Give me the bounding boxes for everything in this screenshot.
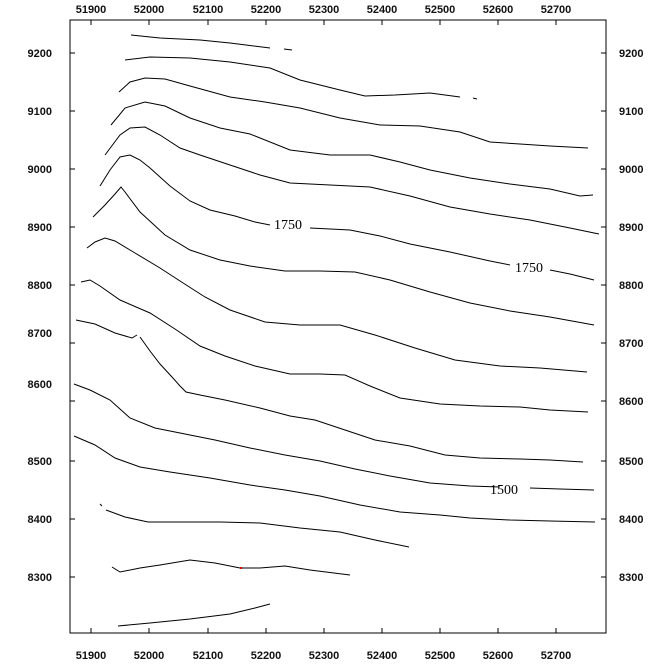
contour-line bbox=[75, 319, 138, 339]
x-tick-label-bottom: 52100 bbox=[193, 650, 224, 662]
y-tick-label-left: 8300 bbox=[28, 572, 52, 584]
contour-line bbox=[110, 101, 594, 197]
x-tick-label-bottom: 52400 bbox=[367, 650, 398, 662]
x-tick-label-top: 52100 bbox=[193, 4, 224, 16]
y-tick-label-left: 8800 bbox=[28, 280, 52, 292]
y-tick-label-left: 9100 bbox=[28, 106, 52, 118]
x-tick-label-bottom: 52600 bbox=[483, 650, 514, 662]
contour-line bbox=[118, 77, 589, 149]
contour-line bbox=[549, 269, 595, 281]
contour-line bbox=[73, 383, 501, 488]
y-tick-label-right: 8900 bbox=[619, 222, 643, 234]
x-tick-label-top: 52700 bbox=[541, 4, 572, 16]
x-tick-label-top: 52200 bbox=[251, 4, 282, 16]
contour-line bbox=[99, 154, 271, 226]
y-tick-label-right: 8700 bbox=[619, 338, 643, 350]
x-tick-label-top: 52400 bbox=[367, 4, 398, 16]
contour-line bbox=[111, 559, 351, 576]
y-tick-label-right: 9100 bbox=[619, 106, 643, 118]
contour-line bbox=[529, 487, 595, 491]
y-axis-right-labels: 9200 9100 9000 8900 8800 8700 8600 8500 … bbox=[619, 48, 643, 584]
contour-line bbox=[99, 503, 103, 507]
contour-line bbox=[80, 279, 589, 413]
contour-line bbox=[117, 603, 271, 627]
contour-label: 1750 bbox=[515, 261, 543, 276]
x-tick-label-bottom: 51900 bbox=[76, 650, 107, 662]
y-tick-label-left: 9200 bbox=[28, 48, 52, 60]
contour-label: 1750 bbox=[274, 218, 302, 233]
contour-line bbox=[130, 34, 271, 49]
x-axis-top-labels: 51900 52000 52100 52200 52300 52400 5250… bbox=[76, 4, 572, 16]
y-tick-label-right: 8800 bbox=[619, 280, 643, 292]
x-tick-label-bottom: 52500 bbox=[425, 650, 456, 662]
y-tick-label-left: 8600 bbox=[28, 379, 52, 391]
y-tick-label-right: 8400 bbox=[619, 514, 643, 526]
x-tick-label-bottom: 52000 bbox=[134, 650, 165, 662]
contour-line bbox=[105, 509, 410, 548]
contour-label: 1500 bbox=[490, 483, 518, 498]
x-tick-label-bottom: 52300 bbox=[309, 650, 340, 662]
contour-line bbox=[92, 186, 595, 326]
y-tick-label-right: 9000 bbox=[619, 164, 643, 176]
y-tick-label-right: 8500 bbox=[619, 456, 643, 468]
y-tick-label-right: 8600 bbox=[619, 396, 643, 408]
contour-labels: 1750 1750 1500 bbox=[274, 218, 543, 498]
y-tick-label-left: 8900 bbox=[28, 222, 52, 234]
red-marker bbox=[240, 567, 242, 569]
x-tick-label-top: 52000 bbox=[134, 4, 165, 16]
y-tick-label-right: 9200 bbox=[619, 48, 643, 60]
y-tick-label-right: 8300 bbox=[619, 572, 643, 584]
map-frame bbox=[69, 19, 607, 634]
y-tick-label-left: 8700 bbox=[28, 328, 52, 340]
y-axis-left-labels: 9200 9100 9000 8900 8800 8700 8600 8500 … bbox=[28, 48, 52, 584]
x-tick-label-bottom: 52200 bbox=[251, 650, 282, 662]
contour-line bbox=[139, 336, 584, 463]
x-tick-label-top: 52600 bbox=[483, 4, 514, 16]
x-axis-bottom-labels: 51900 52000 52100 52200 52300 52400 5250… bbox=[76, 650, 572, 662]
ticks bbox=[70, 20, 606, 633]
contour-line bbox=[472, 97, 478, 100]
contour-line bbox=[283, 48, 293, 51]
x-tick-label-top: 52300 bbox=[309, 4, 340, 16]
x-tick-label-bottom: 52700 bbox=[541, 650, 572, 662]
y-tick-label-left: 8500 bbox=[28, 456, 52, 468]
contour-line bbox=[73, 435, 596, 523]
contour-lines bbox=[73, 34, 600, 627]
x-tick-label-top: 52500 bbox=[425, 4, 456, 16]
contour-line bbox=[86, 237, 588, 373]
y-tick-label-left: 8400 bbox=[28, 514, 52, 526]
contour-line bbox=[104, 126, 600, 235]
x-tick-label-top: 51900 bbox=[76, 4, 107, 16]
contour-line bbox=[124, 56, 461, 98]
y-tick-label-left: 9000 bbox=[28, 164, 52, 176]
contour-line bbox=[309, 227, 511, 266]
